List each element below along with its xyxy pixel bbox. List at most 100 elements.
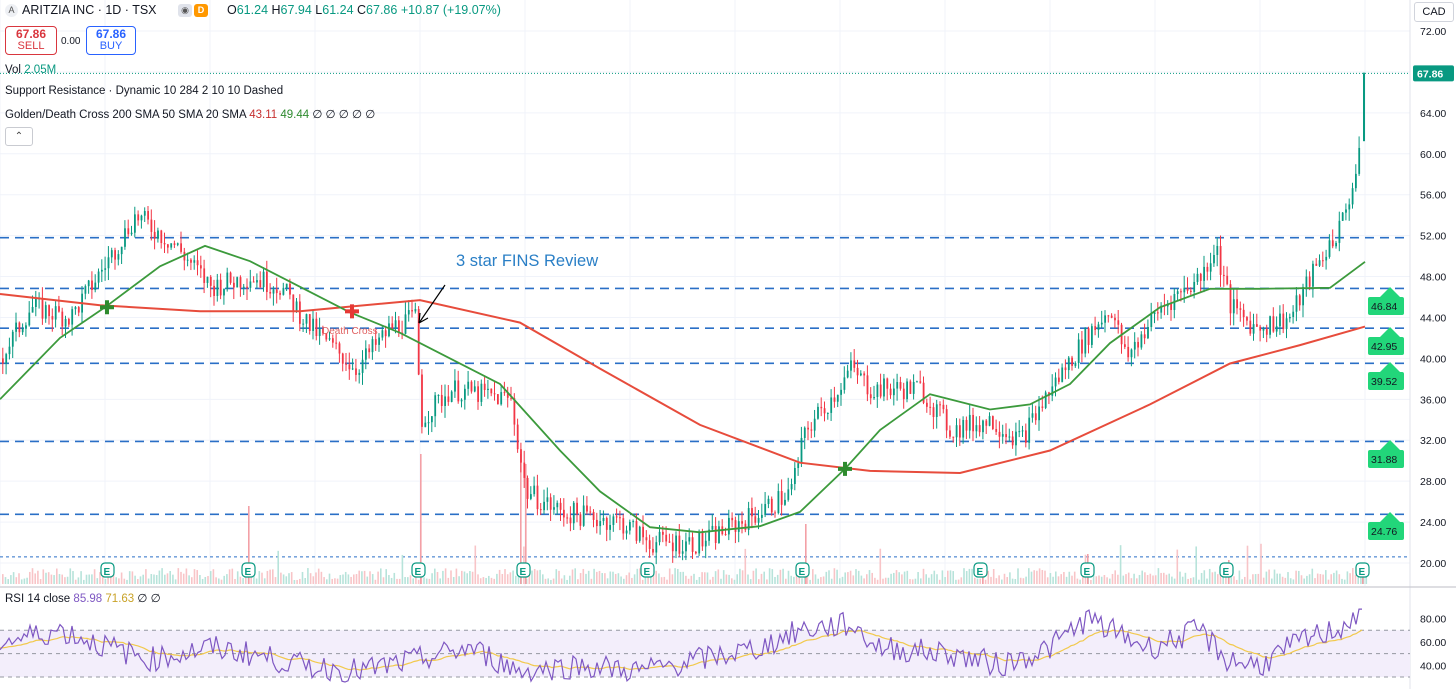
- candle-body: [1193, 281, 1196, 292]
- volume-bar: [1262, 577, 1265, 584]
- rsi-indicator-legend[interactable]: RSI 14 close 85.98 71.63 ∅ ∅: [5, 591, 161, 605]
- symbol-title[interactable]: ARITZIA INC · 1D · TSX: [22, 3, 157, 17]
- candle-body: [134, 214, 136, 233]
- volume-bar: [377, 571, 379, 584]
- candle-body: [767, 498, 770, 505]
- candle-body: [1216, 245, 1219, 256]
- sr-indicator-legend[interactable]: Support Resistance · Dynamic 10 284 2 10…: [5, 85, 283, 97]
- cross-marker-bar: [105, 300, 109, 315]
- candle-body: [1153, 312, 1156, 315]
- candle-body: [810, 429, 813, 431]
- candle-body: [1322, 260, 1324, 262]
- volume-bar: [91, 574, 93, 584]
- volume-bar: [272, 569, 274, 584]
- volume-bar: [469, 570, 471, 584]
- candle-body: [87, 280, 90, 287]
- rsi-line: [0, 608, 1362, 683]
- visibility-toggle-icon[interactable]: ◉: [178, 4, 192, 17]
- candle-body: [374, 339, 377, 345]
- candle-body: [355, 368, 357, 375]
- volume-bar: [1335, 570, 1338, 584]
- volume-bar: [1211, 572, 1214, 584]
- volume-bar: [307, 568, 309, 584]
- volume-bar: [10, 575, 12, 584]
- gdc-indicator-legend[interactable]: Golden/Death Cross 200 SMA 50 SMA 20 SMA…: [5, 107, 375, 121]
- price-axis-tick: 52.00: [1420, 231, 1446, 243]
- collapse-legend-button[interactable]: ⌃: [5, 127, 33, 146]
- sr-params: 10 284 2 10 10 Dashed: [163, 85, 284, 97]
- candle-body: [1084, 328, 1087, 354]
- volume-bar: [1149, 573, 1152, 584]
- sell-button[interactable]: 67.86 SELL: [5, 26, 57, 55]
- volume-legend[interactable]: Vol 2.05M: [5, 64, 56, 76]
- volume-bar: [388, 575, 390, 584]
- candle-body: [97, 271, 100, 283]
- volume-bar: [1365, 574, 1368, 584]
- volume-bar: [1230, 576, 1233, 584]
- candle-body: [605, 517, 608, 530]
- candle-body: [1031, 413, 1034, 418]
- volume-bar: [280, 572, 282, 584]
- volume-bar: [355, 574, 358, 584]
- volume-bar: [933, 570, 936, 584]
- volume-bar: [1244, 576, 1246, 584]
- candle-body: [1157, 312, 1159, 314]
- candle-body: [1011, 436, 1014, 446]
- current-price-tag: [1413, 65, 1454, 82]
- candle-body: [1318, 260, 1321, 266]
- sr-tag: [1368, 522, 1404, 540]
- volume-bar: [371, 574, 374, 584]
- candle-body: [902, 388, 905, 400]
- candle-body: [206, 276, 209, 283]
- volume-bar: [1225, 573, 1227, 584]
- volume-bar: [1171, 576, 1173, 584]
- buy-button[interactable]: 67.86 BUY: [86, 26, 136, 55]
- candle-body: [566, 517, 569, 519]
- volume-bar: [1246, 545, 1249, 584]
- candle-body: [833, 397, 836, 402]
- candle-body: [599, 521, 602, 527]
- volume-bar: [1233, 576, 1235, 584]
- currency-selector[interactable]: CAD: [1414, 2, 1454, 22]
- candle-body: [1005, 434, 1007, 438]
- volume-bar: [1327, 579, 1330, 584]
- volume-bar: [725, 574, 728, 584]
- volume-bar: [677, 569, 679, 584]
- candle-body: [787, 489, 790, 500]
- volume-bar: [593, 568, 595, 584]
- candle-body: [398, 320, 400, 333]
- candle-body: [1127, 346, 1130, 358]
- candle-body: [1147, 327, 1149, 339]
- volume-bar: [844, 572, 846, 584]
- volume-bar: [1063, 571, 1065, 584]
- candle-body: [1038, 406, 1040, 421]
- volume-bar: [1163, 572, 1165, 584]
- earnings-marker-label: E: [415, 567, 422, 578]
- candle-body: [464, 388, 466, 400]
- earnings-marker: [100, 562, 115, 578]
- candle-body: [1160, 305, 1163, 313]
- candle-body: [671, 542, 674, 552]
- symbol-logo-icon: A: [5, 4, 18, 17]
- volume-bar: [968, 568, 971, 584]
- volume-bar: [1046, 577, 1049, 584]
- volume-bar: [1003, 573, 1006, 584]
- volume-bar: [666, 579, 668, 584]
- volume-bar: [944, 577, 946, 584]
- candle-body: [820, 406, 823, 409]
- earnings-marker-label: E: [1359, 567, 1366, 578]
- annotation-text[interactable]: 3 star FINS Review: [456, 252, 599, 270]
- candle-body: [1104, 315, 1106, 323]
- close-label: C: [357, 3, 367, 17]
- volume-bar: [188, 575, 190, 584]
- volume-bar: [1179, 571, 1181, 584]
- volume-bar: [407, 577, 409, 584]
- volume-bar: [1241, 579, 1243, 584]
- candle-body: [840, 389, 842, 395]
- candle-body: [1100, 322, 1103, 325]
- candle-body: [955, 425, 958, 438]
- volume-bar: [285, 576, 288, 584]
- candle-body: [1137, 341, 1139, 348]
- earnings-marker: [241, 562, 256, 578]
